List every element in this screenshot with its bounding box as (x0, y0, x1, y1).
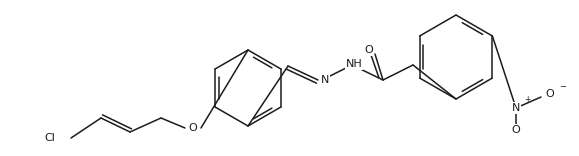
Text: +: + (524, 95, 530, 105)
Text: O: O (189, 123, 197, 133)
Text: −: − (559, 83, 566, 92)
Text: Cl: Cl (44, 133, 55, 143)
Text: NH: NH (346, 59, 362, 69)
Text: N: N (321, 75, 329, 85)
Text: O: O (512, 125, 521, 135)
Text: N: N (512, 103, 520, 113)
Text: O: O (545, 89, 554, 99)
Text: O: O (365, 45, 373, 55)
